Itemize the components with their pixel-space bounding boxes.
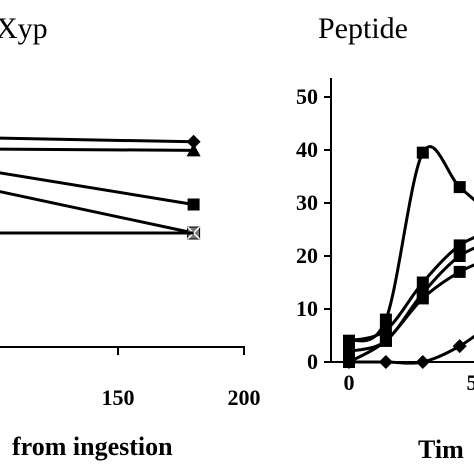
right-chart: Peptide 0 10 20 30 40 50 0 5 Tim: [296, 12, 474, 464]
right-series-2-point-1: [343, 334, 355, 347]
left-series-1-point-2: [186, 134, 201, 149]
right-chart-title: Peptide: [318, 12, 408, 45]
right-y-tick-label-10: 10: [296, 296, 318, 321]
right-series-2-point-2: [379, 324, 392, 337]
left-series-1-line: [0, 136, 194, 144]
left-series-2-point-2: [186, 143, 201, 157]
left-series-3-line: [0, 171, 194, 206]
left-x-tick-label-150: 150: [102, 385, 135, 410]
right-x-tick-label-5: 5: [467, 370, 474, 395]
right-y-tick-label-40: 40: [296, 137, 318, 162]
right-y-ticks: 0 10 20 30 40 50: [296, 84, 331, 374]
right-series-5-point-1: [342, 355, 356, 369]
right-series-1-point-4: [453, 181, 466, 194]
left-series-group: [0, 134, 201, 240]
right-y-tick-label-0: 0: [307, 349, 318, 374]
right-series-4-point-2: [379, 334, 392, 347]
right-series-3-point-4: [453, 250, 466, 262]
left-x-axis-label: from ingestion: [12, 432, 173, 461]
right-series-1-point-2: [379, 313, 392, 326]
right-series-group: [342, 145, 474, 369]
right-y-tick-label-30: 30: [296, 190, 318, 215]
left-series-2-line: [0, 147, 194, 152]
right-series-5-point-3: [415, 355, 430, 369]
left-chart-title: Xyp: [0, 12, 48, 45]
right-series-4-point-3: [416, 292, 429, 305]
right-series-5-point-2: [378, 355, 393, 369]
right-series-1-point-3: [416, 146, 429, 159]
right-series-3-point-1: [343, 345, 355, 358]
right-x-axis-label: Tim: [418, 435, 464, 464]
right-x-tick-label-0: 0: [344, 370, 355, 395]
left-series-4-line: [0, 190, 194, 235]
left-series-3-point-2: [187, 198, 200, 211]
left-chart: Xyp 150 200 from ingestion: [0, 12, 261, 461]
right-series-5-point-4: [452, 339, 467, 354]
right-y-tick-label-20: 20: [296, 243, 318, 268]
left-x-tick-label-200: 200: [228, 385, 261, 410]
right-series-2-point-3: [416, 276, 429, 289]
right-series-4-point-4: [453, 265, 466, 278]
right-series-2-point-4: [453, 239, 466, 252]
right-y-tick-label-50: 50: [296, 84, 318, 109]
